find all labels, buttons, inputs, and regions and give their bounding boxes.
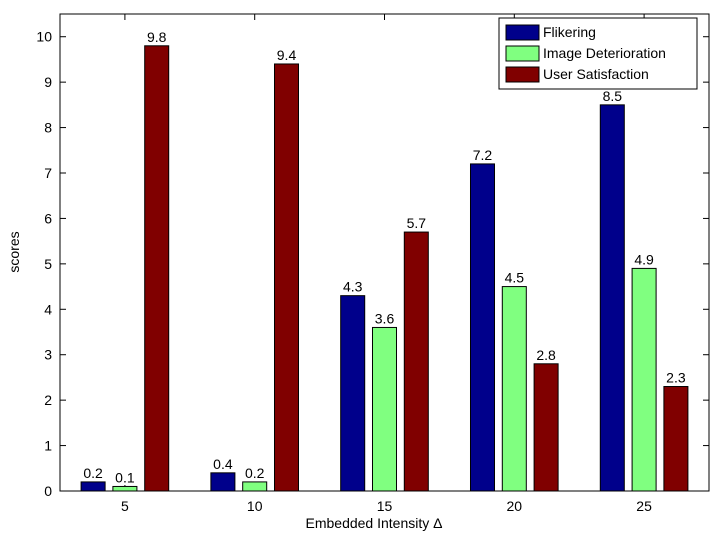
legend-label: Flikering (543, 24, 596, 40)
y-tick-label: 0 (44, 483, 52, 499)
legend-label: User Satisfaction (543, 66, 649, 82)
legend-label: Image Deterioration (543, 45, 666, 61)
bar (340, 295, 366, 492)
data-label: 0.1 (115, 469, 135, 485)
bar (403, 231, 429, 492)
y-tick-label: 1 (44, 438, 52, 454)
data-label: 3.6 (375, 310, 395, 326)
legend-swatch (505, 45, 540, 62)
data-label: 4.3 (343, 279, 363, 295)
data-label: 2.8 (536, 347, 556, 363)
bars (80, 45, 689, 492)
bar (210, 472, 236, 492)
bar (599, 104, 625, 492)
legend-swatch (505, 66, 540, 83)
y-tick-label: 3 (44, 347, 52, 363)
data-labels: 0.2 0.4 4.3 7.2 8.5 0.1 0.2 3.6 4.5 4.9 9.8 9.4 5.7 2… (83, 29, 685, 486)
data-label: 9.8 (147, 29, 167, 45)
y-tick-label: 10 (36, 29, 52, 45)
y-tick-label: 7 (44, 165, 52, 181)
x-tick-label: 10 (247, 498, 263, 514)
y-axis-title: scores (6, 231, 22, 272)
bar (144, 45, 170, 492)
data-label: 8.5 (603, 88, 623, 104)
y-tick-label: 9 (44, 74, 52, 90)
bar (469, 163, 496, 492)
y-tick-label: 6 (44, 210, 52, 226)
bar (80, 481, 106, 492)
bar (112, 485, 138, 492)
x-tick-label: 20 (507, 498, 523, 514)
data-label: 9.4 (277, 47, 297, 63)
data-label: 2.3 (666, 370, 686, 386)
bar (631, 267, 657, 492)
x-axis-title: Embedded Intensity Δ (306, 515, 443, 531)
legend-swatch (505, 24, 540, 41)
bar (663, 386, 689, 492)
legend: Flikering Image Deterioration User Satisfa… (498, 17, 698, 90)
x-tick-label: 15 (377, 498, 393, 514)
bar (273, 63, 300, 492)
data-label: 0.4 (213, 456, 233, 472)
data-label: 5.7 (407, 215, 427, 231)
x-tick-label: 5 (121, 498, 129, 514)
y-axis: 0 1 2 3 4 5 6 7 8 9 10 (36, 29, 709, 499)
bar (533, 363, 559, 492)
data-label: 0.2 (83, 465, 103, 481)
data-label: 4.5 (505, 270, 525, 286)
y-tick-label: 4 (44, 301, 52, 317)
bar (242, 481, 268, 492)
y-tick-label: 2 (44, 392, 52, 408)
bar (501, 286, 527, 492)
y-tick-label: 5 (44, 256, 52, 272)
bar (371, 326, 398, 492)
data-label: 7.2 (473, 147, 493, 163)
data-label: 0.2 (245, 465, 265, 481)
data-label: 4.9 (634, 251, 654, 267)
x-tick-label: 25 (636, 498, 652, 514)
y-tick-label: 8 (44, 120, 52, 136)
